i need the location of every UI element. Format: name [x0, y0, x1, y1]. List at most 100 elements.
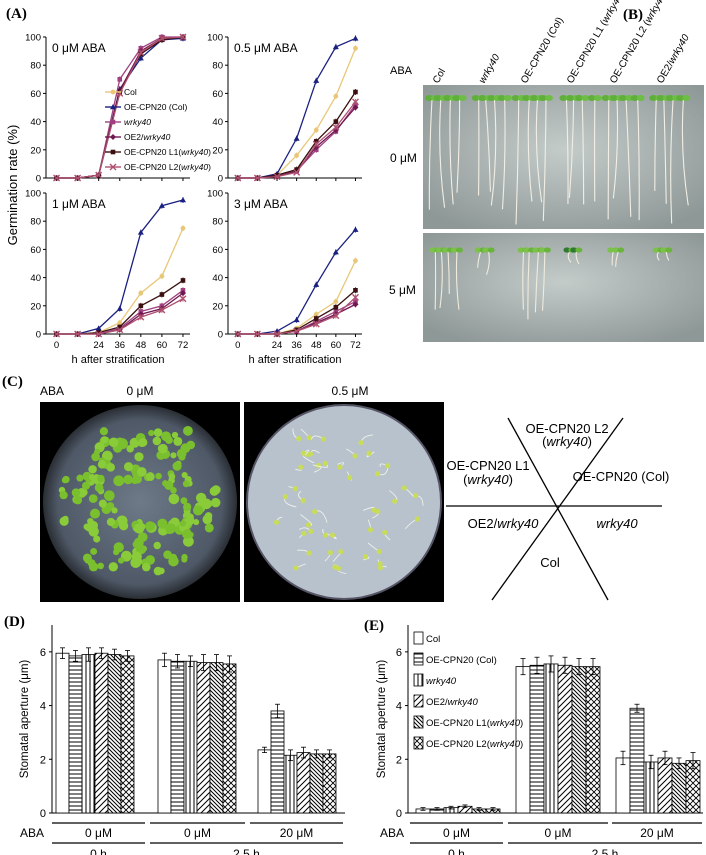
- chart-title: 1 μM ABA: [52, 197, 106, 211]
- legend-entry: OE-CPN20 L1(wrky40): [124, 147, 211, 157]
- root: [637, 99, 640, 221]
- legend-panel-a: Col OE-CPN20 (Col) wrky40 OE2/wrky40 OE-CPN2…: [105, 87, 211, 172]
- data-point: [179, 295, 187, 303]
- aba-label-c: ABA: [40, 384, 64, 398]
- seedling-cluster: [131, 476, 139, 485]
- y-tick-label: 20: [30, 145, 41, 156]
- legend-entry: OE-CPN20 (Col): [426, 655, 497, 666]
- seedling-cluster: [98, 499, 107, 508]
- legend-entry: wrky40: [426, 676, 457, 687]
- data-point: [95, 330, 103, 338]
- x-tick-label: 24: [272, 340, 283, 351]
- column-label: OE-CPN20 (Col): [519, 16, 566, 86]
- data-point: [180, 278, 186, 283]
- diagram-label-top: OE-CPN20 L2: [525, 421, 608, 436]
- legend-swatch: [413, 631, 424, 645]
- data-point: [117, 324, 123, 330]
- panel-label-a: (A): [6, 6, 27, 22]
- seedling-cluster: [179, 520, 187, 527]
- bar: [283, 754, 298, 814]
- panel-label-d: (D): [4, 614, 25, 630]
- root: [485, 251, 490, 275]
- diagram-label-top-left: OE-CPN20 L1: [446, 458, 529, 473]
- seedling-cluster: [97, 460, 107, 469]
- x-tick-label: 60: [157, 340, 168, 351]
- root: [565, 99, 569, 205]
- seedling-cluster: [108, 437, 119, 448]
- bar: [94, 652, 109, 814]
- bar: [557, 664, 573, 814]
- data-point: [74, 174, 82, 182]
- cotyledon: [497, 95, 506, 101]
- cotyledon: [474, 247, 482, 253]
- legend-marker: [110, 89, 116, 95]
- plate-label-05uM: 0.5 μM: [332, 384, 369, 398]
- seedling: [371, 507, 377, 513]
- root: [670, 99, 674, 224]
- seedling-cluster: [155, 472, 162, 480]
- seedling-photo-0uM: [423, 85, 704, 229]
- y-tick-label: 80: [212, 217, 223, 228]
- cotyledon: [649, 95, 658, 101]
- root: [522, 251, 525, 310]
- legend-swatch: [413, 736, 424, 750]
- data-point: [159, 273, 165, 279]
- seedling-cluster: [82, 553, 92, 563]
- root: [534, 251, 539, 313]
- cotyledon: [566, 95, 575, 101]
- seedling-cluster: [94, 483, 104, 492]
- seedling-cluster: [153, 541, 161, 550]
- seedling-cluster: [88, 474, 96, 481]
- x-axis-label: h after stratification: [249, 354, 342, 366]
- root: [665, 251, 670, 261]
- y-tick-label: 0: [218, 174, 223, 185]
- line-chart-A4: 0 20 40 60 80 100 0 24 36 48 60 72 h after stratific…: [207, 189, 362, 366]
- seedling-cluster: [202, 514, 213, 525]
- root: [607, 99, 610, 220]
- seedling-cluster: [157, 518, 168, 529]
- y-tick-label: 0: [396, 808, 402, 820]
- data-point: [353, 287, 358, 293]
- cotyledon: [530, 95, 539, 101]
- concentration-label: 0 μM: [85, 826, 112, 840]
- root: [656, 251, 660, 261]
- seedling: [322, 460, 328, 466]
- data-point: [332, 249, 339, 255]
- data-point: [294, 153, 300, 158]
- seedling-cluster: [97, 474, 105, 483]
- series-line-0: [237, 260, 357, 335]
- cotyledon: [517, 247, 525, 253]
- data-point: [179, 197, 186, 203]
- seedling-cluster: [118, 477, 125, 485]
- legend-swatch: [413, 694, 424, 708]
- cotyledon: [511, 95, 520, 101]
- data-point: [96, 330, 101, 335]
- root: [439, 99, 446, 208]
- seedling-cluster: [104, 490, 115, 501]
- seedling: [382, 529, 388, 535]
- cotyledon: [617, 247, 625, 253]
- chart-title: 0 μM ABA: [52, 41, 106, 55]
- data-point: [158, 34, 166, 42]
- dish-rim: [246, 404, 442, 600]
- data-point: [353, 45, 358, 51]
- root: [428, 99, 433, 210]
- y-tick-label: 40: [212, 273, 223, 284]
- y-tick-label: 0: [36, 330, 41, 341]
- cotyledon: [612, 247, 620, 253]
- seedling-cluster: [145, 521, 156, 532]
- data-point: [353, 258, 358, 264]
- seedling: [327, 549, 333, 556]
- y-tick-label: 60: [30, 89, 41, 100]
- cotyledon: [424, 95, 433, 101]
- seedling-cluster: [73, 495, 83, 505]
- root: [447, 251, 450, 294]
- cotyledon: [682, 95, 691, 101]
- seedling-cluster: [162, 480, 169, 487]
- aba-label: ABA: [380, 826, 404, 840]
- root: [449, 99, 454, 205]
- aba-label-b: ABA: [390, 65, 413, 77]
- panel-label-c: (C): [2, 374, 23, 390]
- data-point: [293, 327, 301, 335]
